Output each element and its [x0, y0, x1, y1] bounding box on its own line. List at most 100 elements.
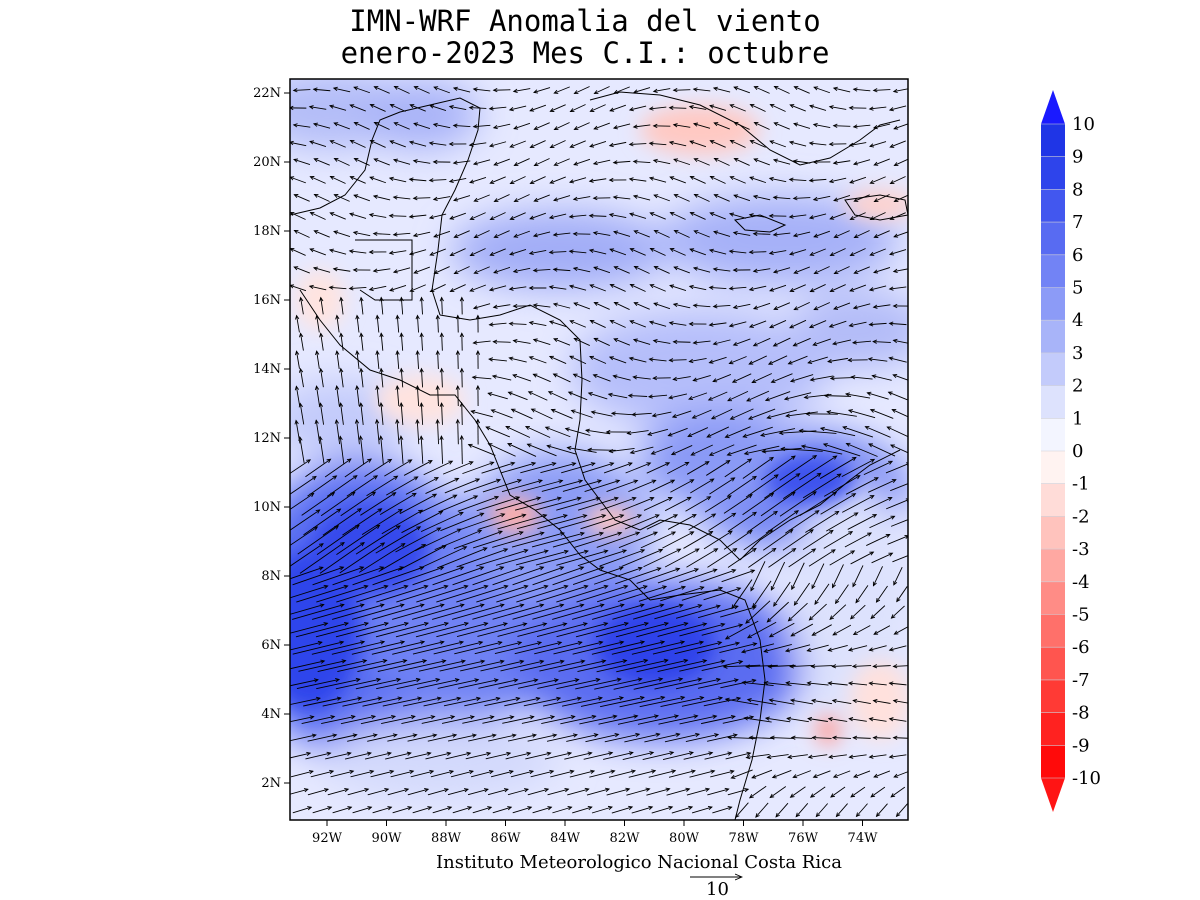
wind-arrow-head — [708, 751, 714, 756]
wind-arrow-head — [413, 476, 419, 481]
wind-arrow-head — [432, 159, 438, 165]
wind-arrow — [644, 733, 680, 743]
wind-arrow-head — [313, 678, 319, 683]
wind-arrow-head — [669, 751, 675, 756]
wind-arrow — [418, 660, 466, 672]
wind-arrow-head — [548, 215, 554, 220]
wind-arrow — [733, 194, 751, 202]
wind-arrow — [707, 548, 737, 568]
wind-arrow — [629, 105, 647, 111]
wind-arrow — [724, 458, 752, 478]
wind-arrow — [493, 304, 511, 308]
wind-arrow-head — [530, 408, 536, 413]
wind-arrow — [891, 605, 905, 619]
wind-arrow-head — [872, 88, 878, 93]
wind-arrow — [609, 141, 627, 147]
wind-arrow-head — [532, 373, 538, 378]
wind-arrow-head — [832, 160, 838, 165]
wind-arrow — [823, 531, 853, 549]
wind-arrow-head — [904, 534, 908, 539]
wind-arrow — [774, 86, 790, 94]
wind-arrow-head — [689, 479, 695, 484]
wind-arrow-head — [399, 402, 404, 407]
wind-arrow — [579, 715, 617, 725]
wind-arrow-head — [659, 603, 665, 608]
wind-arrow — [630, 248, 646, 256]
wind-arrow-head — [619, 603, 625, 608]
wind-arrow — [851, 376, 873, 380]
wind-arrow-head — [312, 122, 318, 127]
wind-arrow-head — [593, 302, 599, 306]
wind-arrow-head — [773, 474, 779, 479]
wind-arrow-head — [870, 793, 876, 798]
wind-arrow-head — [508, 107, 514, 112]
wind-arrow-head — [564, 427, 570, 432]
wind-arrow — [730, 140, 746, 148]
wind-arrow-head — [733, 678, 739, 683]
wind-arrow — [827, 411, 857, 417]
wind-arrow-head — [808, 324, 814, 329]
wind-arrow-head — [569, 143, 575, 148]
wind-arrow-head — [510, 461, 516, 466]
wind-arrow-head — [364, 621, 370, 627]
wind-arrow — [873, 665, 891, 667]
wind-arrow — [790, 699, 814, 705]
wind-arrow-head — [372, 231, 378, 236]
wind-arrow-head — [649, 212, 655, 217]
wind-arrow — [321, 715, 355, 725]
wind-arrow-head — [766, 414, 772, 420]
wind-arrow — [625, 462, 651, 474]
wind-arrow — [330, 212, 346, 220]
wind-arrow-head — [778, 430, 784, 436]
wind-arrow — [793, 197, 811, 199]
wind-arrow-head — [689, 248, 695, 253]
hispaniola-coastline — [844, 194, 908, 221]
wind-arrow — [727, 444, 757, 456]
wind-arrow — [430, 284, 446, 292]
wind-arrow-head — [513, 233, 519, 238]
wind-arrow-head — [683, 658, 689, 664]
lon-tick-label: 80W — [669, 831, 700, 846]
wind-arrow-head — [294, 350, 300, 356]
wind-arrow-head — [852, 87, 858, 92]
wind-arrow-head — [875, 812, 881, 818]
wind-arrow — [814, 302, 830, 310]
wind-arrow-head — [563, 549, 569, 554]
wind-arrow — [864, 497, 892, 511]
wind-arrow — [696, 642, 740, 654]
wind-arrow-head — [592, 160, 598, 166]
wind-arrow-head — [795, 473, 801, 478]
wind-arrow-head — [768, 529, 774, 534]
wind-arrow — [487, 788, 509, 796]
wind-arrow — [494, 158, 510, 166]
wind-arrow — [693, 123, 711, 129]
wind-arrow — [873, 267, 891, 273]
wind-arrow — [316, 524, 360, 556]
wind-arrow — [714, 158, 730, 166]
wind-arrow — [828, 682, 848, 686]
wind-arrow — [850, 786, 866, 798]
wind-arrow — [561, 462, 595, 474]
wind-arrow-head — [553, 126, 559, 131]
wind-arrow — [558, 514, 606, 530]
wind-arrow — [833, 194, 851, 202]
wind-arrow — [832, 564, 844, 588]
wind-arrow — [779, 491, 817, 517]
wind-arrow — [584, 480, 620, 492]
wind-arrow-head — [870, 458, 876, 463]
wind-arrow — [874, 230, 890, 238]
wind-arrow — [892, 409, 908, 418]
lon-tick-label: 82W — [610, 831, 641, 846]
wind-arrow-head — [439, 566, 445, 571]
wind-arrow-head — [752, 511, 757, 517]
wind-arrow-head — [672, 302, 678, 308]
wind-arrow — [533, 304, 551, 308]
wind-arrow — [714, 194, 730, 202]
wind-arrow-head — [332, 733, 338, 738]
wind-arrow — [742, 492, 774, 516]
lat-tick-label: 14N — [253, 362, 281, 377]
colorbar-swatch — [1041, 156, 1065, 190]
wind-arrow-head — [868, 647, 874, 652]
wind-arrow — [769, 284, 787, 292]
wind-arrow — [709, 356, 727, 364]
